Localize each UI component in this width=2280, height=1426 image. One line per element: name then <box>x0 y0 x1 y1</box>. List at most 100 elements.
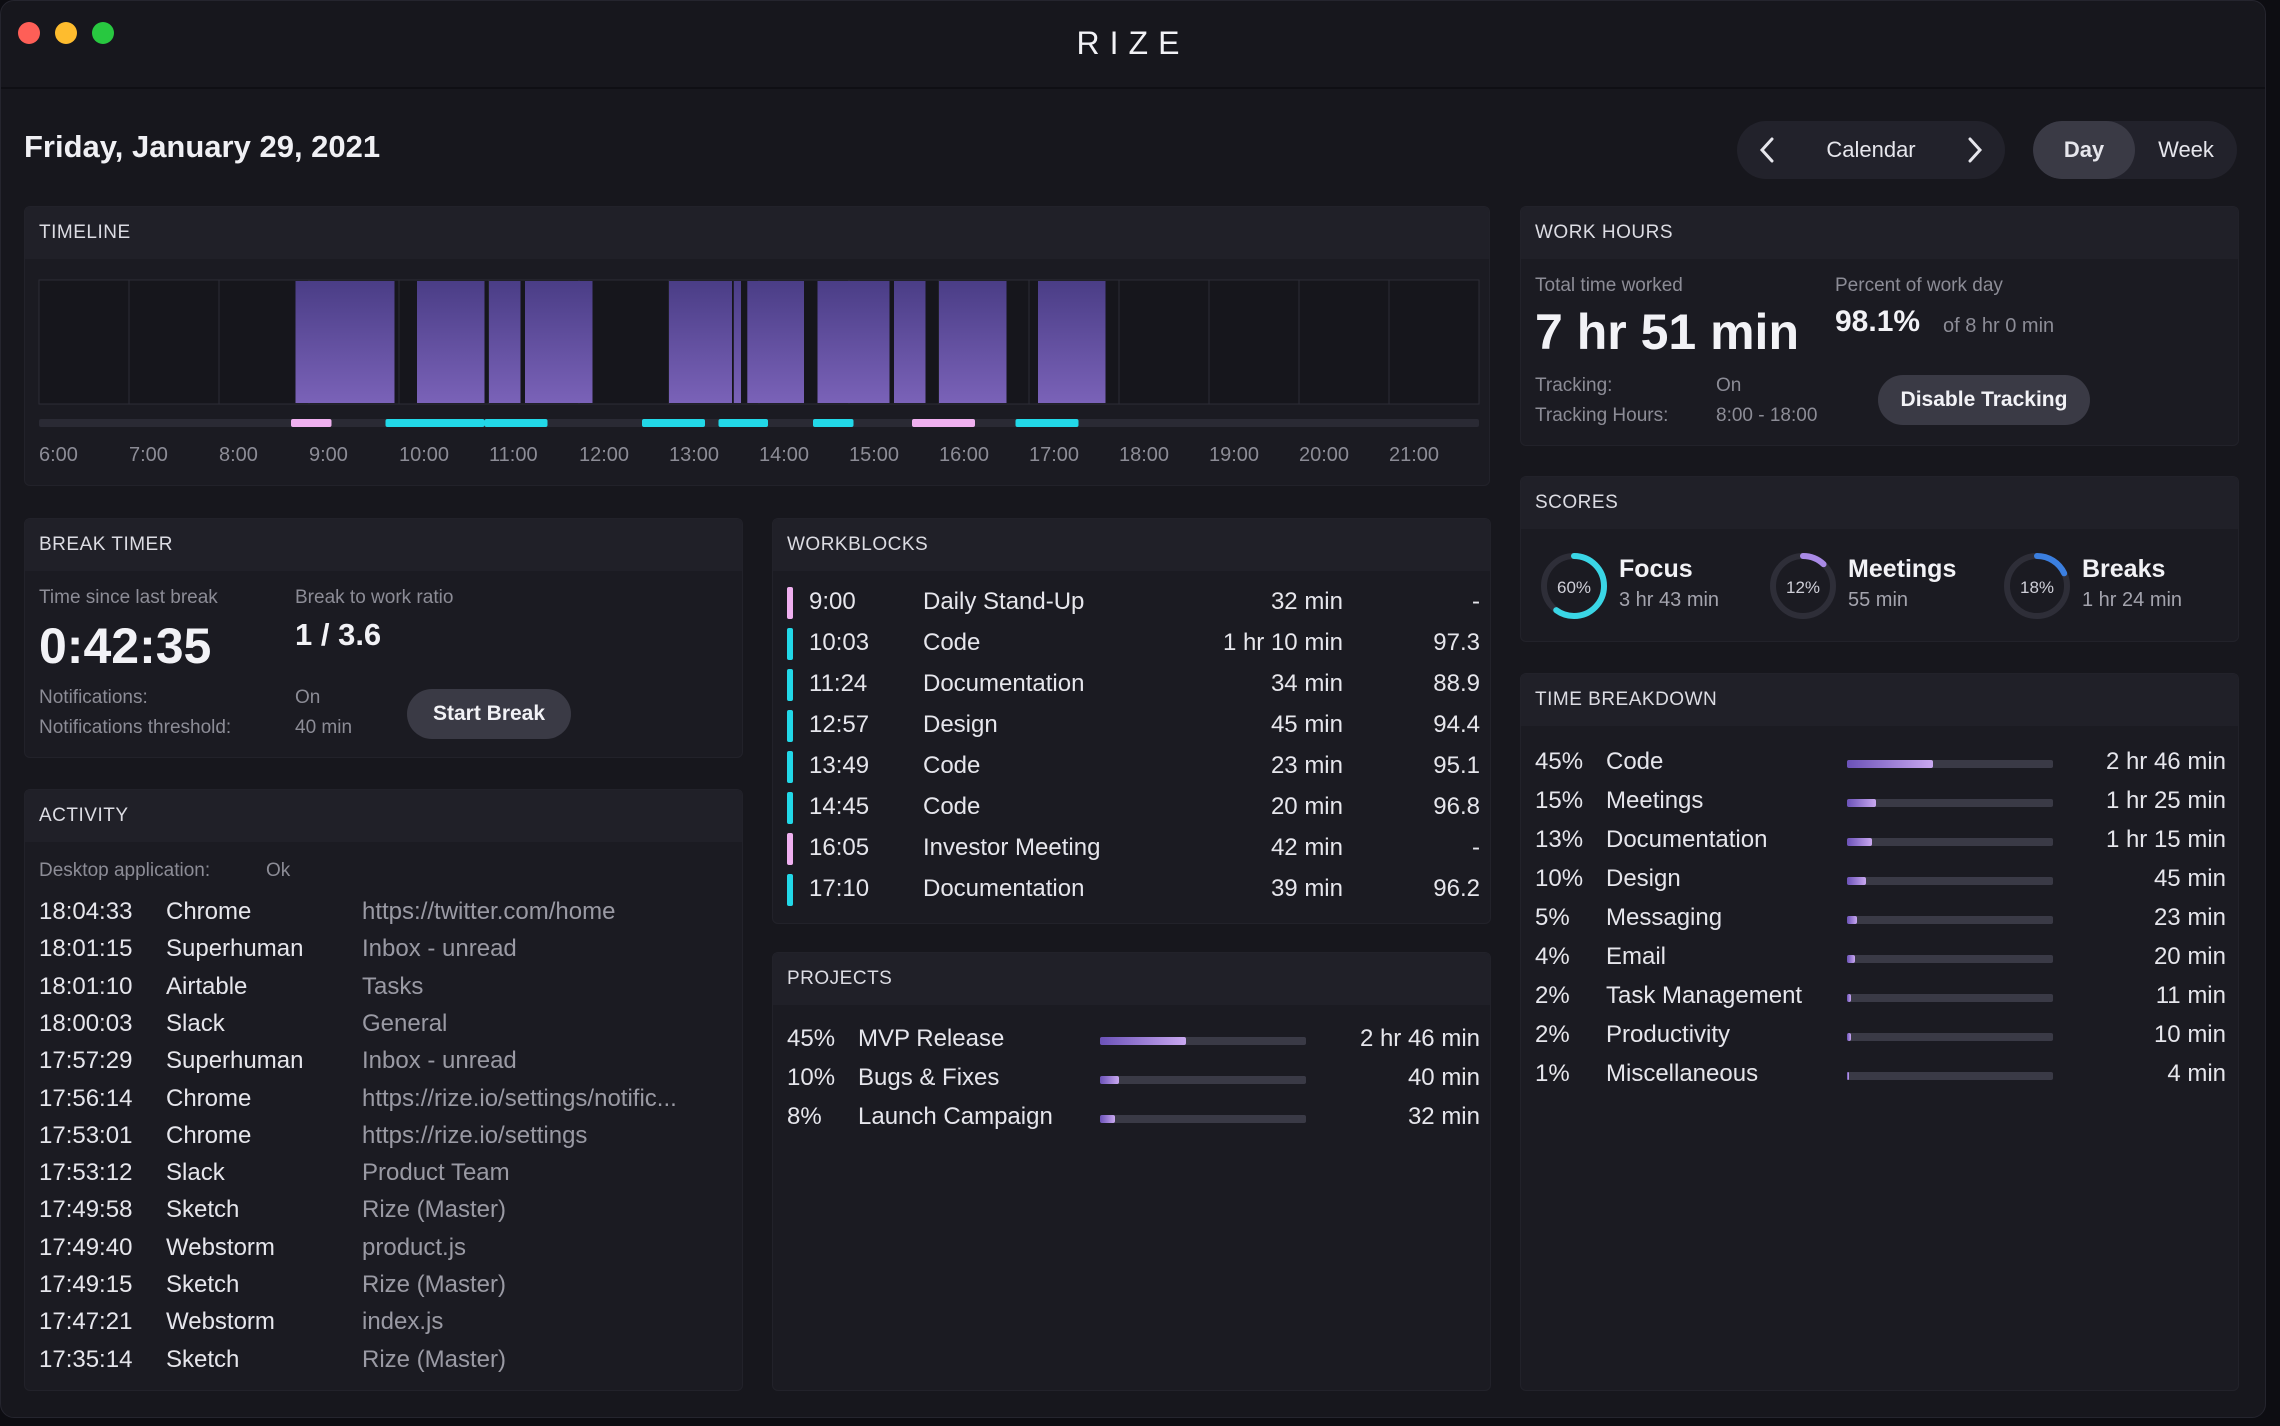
minimize-window-button[interactable] <box>55 22 77 44</box>
timeline-activity-block[interactable] <box>489 281 521 403</box>
score-time: 3 hr 43 min <box>1619 589 1720 611</box>
timeline-activity-block[interactable] <box>295 281 310 403</box>
workblocks-list: 9:00 Daily Stand-Up 32 min - 10:03 Code 1 hr 1… <box>773 571 1490 923</box>
activity-row[interactable]: 17:49:58 Sketch Rize (Master) <box>25 1194 742 1228</box>
workblock-score: 95.1 <box>1433 752 1480 779</box>
workblock-row[interactable]: 14:45 Code 20 min 96.8 <box>773 790 1490 826</box>
breakdown-bar <box>1847 955 2053 963</box>
score-name: Breaks <box>2082 555 2166 583</box>
breakdown-row[interactable]: 5% Messaging 23 min <box>1521 902 2238 936</box>
activity-row[interactable]: 17:53:12 Slack Product Team <box>25 1157 742 1191</box>
timeline-activity-block[interactable] <box>733 281 741 403</box>
activity-row[interactable]: 18:01:15 Superhuman Inbox - unread <box>25 933 742 967</box>
activity-time: 18:01:15 <box>39 935 133 963</box>
breakdown-row[interactable]: 15% Meetings 1 hr 25 min <box>1521 785 2238 819</box>
timeline-activity-block[interactable] <box>894 281 926 403</box>
project-row[interactable]: 8% Launch Campaign 32 min <box>773 1101 1490 1135</box>
timeline-workblock-marker[interactable] <box>291 419 332 427</box>
timeline-hour-label: 20:00 <box>1299 444 1349 466</box>
workblock-time: 11:24 <box>809 670 868 697</box>
start-break-button[interactable]: Start Break <box>407 689 571 739</box>
percent-work-day-label: Percent of work day <box>1835 275 2003 296</box>
timeline-workblock-marker[interactable] <box>813 419 854 427</box>
activity-row[interactable]: 18:01:10 Airtable Tasks <box>25 971 742 1005</box>
timeline-activity-block[interactable] <box>817 281 890 403</box>
calendar-button[interactable]: Calendar <box>1826 137 1916 162</box>
timeline-hour-label: 7:00 <box>129 444 168 466</box>
notifications-threshold-value: 40 min <box>295 717 353 738</box>
activity-row[interactable]: 17:47:21 Webstorm index.js <box>25 1306 742 1340</box>
activity-app: Chrome <box>166 1084 252 1112</box>
breakdown-bar-fill <box>1847 838 1872 846</box>
score-breaks[interactable]: 18% Breaks 1 hr 24 min <box>2002 551 2222 627</box>
activity-row[interactable]: 17:49:15 Sketch Rize (Master) <box>25 1269 742 1303</box>
workblock-row[interactable]: 17:10 Documentation 39 min 96.2 <box>773 872 1490 908</box>
workblock-row[interactable]: 9:00 Daily Stand-Up 32 min - <box>773 585 1490 621</box>
view-toggle: Day Week <box>2033 121 2237 179</box>
tab-day[interactable]: Day <box>2033 121 2135 179</box>
workblock-time: 13:49 <box>809 752 870 779</box>
timeline-hour-label: 19:00 <box>1209 444 1259 466</box>
activity-detail: https://rize.io/settings <box>362 1121 588 1149</box>
activity-row[interactable]: 18:04:33 Chrome https://twitter.com/home <box>25 896 742 930</box>
workblock-row[interactable]: 10:03 Code 1 hr 10 min 97.3 <box>773 626 1490 662</box>
breakdown-row[interactable]: 13% Documentation 1 hr 15 min <box>1521 824 2238 858</box>
timeline-workblock-marker[interactable] <box>642 419 705 427</box>
scores-title: SCORES <box>1521 477 2238 529</box>
close-window-button[interactable] <box>18 22 40 44</box>
timeline-activity-block[interactable] <box>525 281 593 403</box>
workblock-color-marker <box>787 710 793 742</box>
breakdown-percent: 2% <box>1535 1021 1570 1048</box>
timeline-activity-block[interactable] <box>417 281 485 403</box>
workblock-name: Design <box>923 711 998 738</box>
workblock-duration: 23 min <box>1270 752 1343 779</box>
chevron-right-icon[interactable] <box>1945 121 2005 179</box>
workblock-row[interactable]: 16:05 Investor Meeting 42 min - <box>773 831 1490 867</box>
timeline-workblock-marker[interactable] <box>718 419 769 427</box>
scores-panel: SCORES 60% Focus 3 hr 43 min 12% Meetings 55 … <box>1520 476 2239 642</box>
breakdown-row[interactable]: 2% Productivity 10 min <box>1521 1019 2238 1053</box>
timeline-workblock-marker[interactable] <box>385 419 485 427</box>
activity-app: Slack <box>166 1009 225 1037</box>
disable-tracking-button[interactable]: Disable Tracking <box>1878 375 2090 425</box>
chevron-left-icon[interactable] <box>1737 121 1797 179</box>
breakdown-row[interactable]: 45% Code 2 hr 46 min <box>1521 746 2238 780</box>
activity-row[interactable]: 18:00:03 Slack General <box>25 1008 742 1042</box>
workblock-row[interactable]: 11:24 Documentation 34 min 88.9 <box>773 667 1490 703</box>
activity-row[interactable]: 17:53:01 Chrome https://rize.io/settings <box>25 1120 742 1154</box>
project-row[interactable]: 45% MVP Release 2 hr 46 min <box>773 1023 1490 1057</box>
timeline-activity-block[interactable] <box>747 281 804 403</box>
activity-time: 18:01:10 <box>39 972 133 1000</box>
timeline-activity-block[interactable] <box>669 281 732 403</box>
timeline-hour-label: 12:00 <box>579 444 629 466</box>
timeline-activity-block[interactable] <box>939 281 1007 403</box>
tab-week[interactable]: Week <box>2158 137 2214 162</box>
breakdown-row[interactable]: 4% Email 20 min <box>1521 941 2238 975</box>
workblock-row[interactable]: 12:57 Design 45 min 94.4 <box>773 708 1490 744</box>
timeline-workblock-marker[interactable] <box>1015 419 1079 427</box>
timeline-workblock-marker[interactable] <box>912 419 975 427</box>
workblock-time: 9:00 <box>809 588 856 615</box>
workblock-color-marker <box>787 669 793 701</box>
timeline-activity-block[interactable] <box>1038 281 1106 403</box>
activity-row[interactable]: 17:35:14 Sketch Rize (Master) <box>25 1344 742 1378</box>
workblock-row[interactable]: 13:49 Code 23 min 95.1 <box>773 749 1490 785</box>
breakdown-category: Productivity <box>1606 1021 1731 1048</box>
activity-row[interactable]: 17:49:40 Webstorm product.js <box>25 1232 742 1266</box>
timeline-workblock-marker[interactable] <box>484 419 548 427</box>
breakdown-row[interactable]: 1% Miscellaneous 4 min <box>1521 1058 2238 1092</box>
maximize-window-button[interactable] <box>92 22 114 44</box>
workblock-duration: 1 hr 10 min <box>1222 629 1343 656</box>
activity-app: Webstorm <box>166 1308 275 1336</box>
project-bar-fill <box>1100 1037 1186 1045</box>
breakdown-row[interactable]: 2% Task Management 11 min <box>1521 980 2238 1014</box>
time-since-break-label: Time since last break <box>39 587 218 608</box>
breakdown-row[interactable]: 10% Design 45 min <box>1521 863 2238 897</box>
timeline-activity-block[interactable] <box>309 281 395 403</box>
project-row[interactable]: 10% Bugs & Fixes 40 min <box>773 1062 1490 1096</box>
score-meetings[interactable]: 12% Meetings 55 min <box>1768 551 1988 627</box>
score-focus[interactable]: 60% Focus 3 hr 43 min <box>1539 551 1759 627</box>
activity-row[interactable]: 17:57:29 Superhuman Inbox - unread <box>25 1045 742 1079</box>
workblock-color-marker <box>787 833 793 865</box>
activity-row[interactable]: 17:56:14 Chrome https://rize.io/settings/n… <box>25 1083 742 1117</box>
